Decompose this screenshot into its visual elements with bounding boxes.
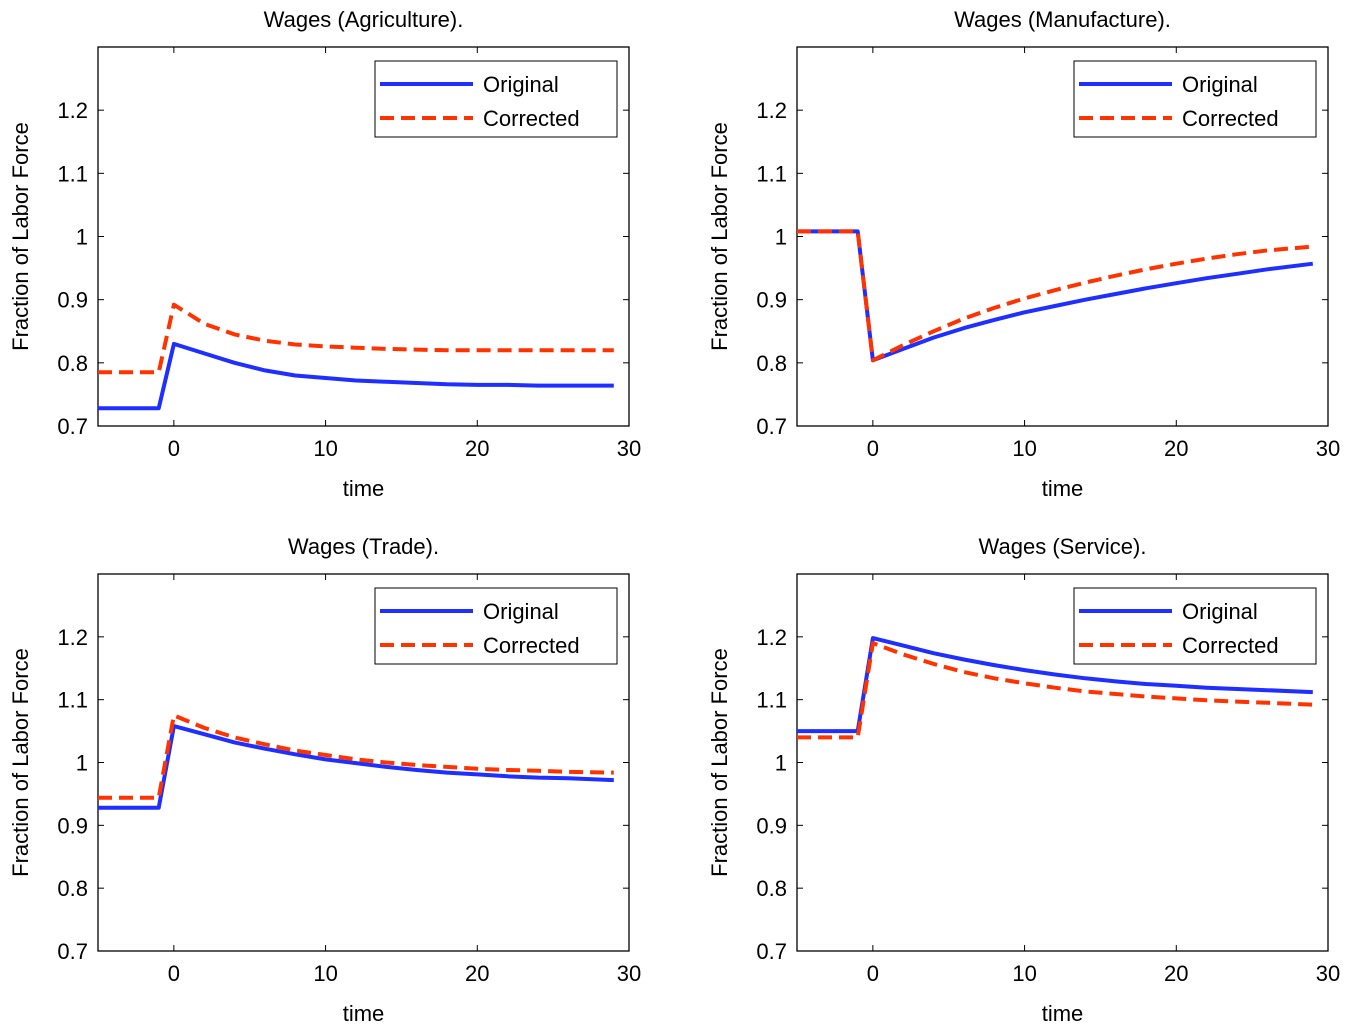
y-tick-label: 1 [775, 751, 787, 776]
y-tick-label: 0.8 [57, 351, 88, 376]
x-tick-label: 10 [1012, 436, 1036, 461]
y-tick-label: 1.1 [756, 688, 787, 713]
x-tick-label: 10 [1012, 961, 1036, 986]
legend: Original Corrected [374, 60, 618, 138]
subplot-3: Wages (Trade). 0 10 20 30 0.7 0.8 0.9 1 1.1 1.2 tim… [8, 534, 641, 1026]
y-tick-label: 0.9 [57, 813, 88, 838]
chart-title: Wages (Manufacture). [954, 7, 1171, 32]
y-axis-label: Fraction of Labor Force [8, 648, 33, 877]
legend: Original Corrected [374, 587, 618, 665]
series-line-corrected [98, 713, 614, 800]
subplot-2: Wages (Manufacture). 0 10 20 30 0.7 0.8 0.9 1 1.1… [707, 7, 1340, 501]
legend-label: Original [483, 599, 559, 624]
legend: Original Corrected [1073, 60, 1317, 138]
y-axis-label: Fraction of Labor Force [8, 122, 33, 351]
legend-box [374, 60, 618, 138]
y-tick-label: 1.2 [756, 625, 787, 650]
x-tick-label: 20 [1164, 961, 1188, 986]
x-tick-label: 20 [465, 961, 489, 986]
chart-title: Wages (Trade). [288, 534, 439, 559]
legend-label: Original [1182, 599, 1258, 624]
series-line-original [797, 229, 1314, 363]
chart-title: Wages (Service). [979, 534, 1147, 559]
legend-box [1073, 60, 1317, 138]
y-tick-label: 0.7 [756, 939, 787, 964]
legend-label: Corrected [483, 106, 580, 131]
legend-box [1073, 587, 1317, 665]
x-tick-label: 10 [313, 436, 337, 461]
x-tick-label: 30 [1316, 961, 1340, 986]
series-line-corrected [797, 229, 1313, 363]
x-tick-label: 0 [867, 436, 879, 461]
y-tick-label: 1 [775, 225, 787, 250]
y-tick-label: 1.1 [57, 688, 88, 713]
x-tick-label: 0 [168, 961, 180, 986]
y-tick-label: 1.1 [756, 161, 787, 186]
x-axis-label: time [343, 476, 385, 501]
y-tick-label: 1.2 [756, 98, 787, 123]
y-tick-label: 1 [76, 751, 88, 776]
y-tick-label: 0.8 [756, 351, 787, 376]
y-tick-label: 1.1 [57, 161, 88, 186]
x-tick-label: 20 [1164, 436, 1188, 461]
x-tick-label: 30 [617, 436, 641, 461]
y-tick-label: 1 [76, 225, 88, 250]
y-axis-label: Fraction of Labor Force [707, 648, 732, 877]
series-line-original [797, 636, 1313, 734]
x-axis-label: time [1042, 476, 1084, 501]
legend-label: Original [483, 72, 559, 97]
subplot-4: Wages (Service). 0 10 20 30 0.7 0.8 0.9 1 1.1 1.2 t… [707, 534, 1340, 1026]
series-line-original [98, 341, 614, 411]
series-line-corrected [797, 641, 1313, 740]
series-line-original [98, 724, 614, 810]
y-tick-label: 0.9 [57, 288, 88, 313]
legend-label: Corrected [1182, 106, 1279, 131]
y-tick-label: 0.7 [57, 939, 88, 964]
legend: Original Corrected [1073, 587, 1317, 665]
legend-box [374, 587, 618, 665]
y-tick-label: 1.2 [57, 98, 88, 123]
y-tick-label: 0.8 [57, 876, 88, 901]
x-tick-label: 30 [617, 961, 641, 986]
x-axis-label: time [343, 1001, 385, 1026]
y-tick-label: 0.9 [756, 813, 787, 838]
x-tick-label: 0 [867, 961, 879, 986]
series-line-corrected [98, 302, 614, 375]
y-axis-label: Fraction of Labor Force [707, 122, 732, 351]
y-tick-label: 0.9 [756, 288, 787, 313]
subplot-1: Wages (Agriculture). 0 10 20 30 0.7 0.8 0.9 1 1.1… [8, 7, 641, 501]
x-tick-label: 30 [1316, 436, 1340, 461]
y-tick-label: 0.8 [756, 876, 787, 901]
x-tick-label: 0 [168, 436, 180, 461]
legend-label: Original [1182, 72, 1258, 97]
x-tick-label: 10 [313, 961, 337, 986]
y-tick-label: 0.7 [756, 414, 787, 439]
x-tick-label: 20 [465, 436, 489, 461]
y-tick-label: 0.7 [57, 414, 88, 439]
y-tick-label: 1.2 [57, 625, 88, 650]
x-axis-label: time [1042, 1001, 1084, 1026]
legend-label: Corrected [1182, 633, 1279, 658]
legend-label: Corrected [483, 633, 580, 658]
chart-title: Wages (Agriculture). [264, 7, 464, 32]
